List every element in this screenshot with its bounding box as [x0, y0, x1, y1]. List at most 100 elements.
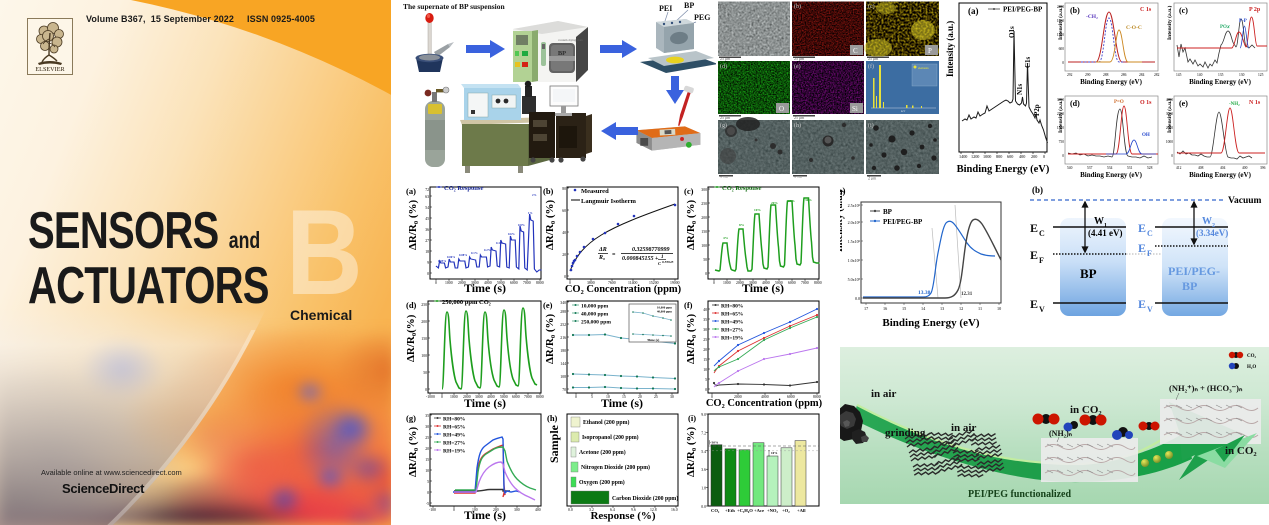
svg-text:100: 100	[421, 354, 427, 358]
svg-text:=: =	[612, 252, 616, 258]
svg-text:528: 528	[1147, 166, 1153, 170]
svg-text:1200: 1200	[1057, 33, 1064, 37]
svg-text:Time (s): Time (s)	[742, 281, 784, 295]
svg-text:0.55945: 0.55945	[662, 260, 674, 264]
svg-text:E: E	[1030, 248, 1038, 262]
svg-text:+All: +All	[797, 508, 806, 513]
svg-text:250: 250	[701, 202, 707, 206]
svg-text:16.0: 16.0	[671, 508, 678, 512]
svg-text:Time (s): Time (s)	[647, 338, 660, 342]
svg-text:1.8: 1.8	[701, 487, 706, 491]
svg-text:OH: OH	[1142, 133, 1150, 138]
svg-text:RH=80%: RH=80%	[443, 417, 465, 423]
svg-text:2.0x10⁶: 2.0x10⁶	[848, 220, 861, 225]
svg-text:12.31: 12.31	[961, 292, 973, 297]
svg-text:4000: 4000	[484, 281, 492, 285]
svg-text:3000: 3000	[1057, 98, 1064, 102]
svg-text:3000: 3000	[1166, 112, 1173, 116]
svg-text:ΔR/R₀ (%): ΔR/R₀ (%)	[544, 199, 556, 250]
svg-text:11: 11	[978, 306, 982, 311]
svg-text:200: 200	[1031, 154, 1037, 159]
svg-text:1: 1	[661, 255, 664, 260]
svg-text:15: 15	[425, 458, 429, 462]
svg-text:(i): (i)	[688, 413, 696, 423]
svg-text:100: 100	[472, 508, 478, 512]
svg-text:Measured: Measured	[581, 188, 609, 195]
svg-text:63: 63	[425, 195, 429, 199]
svg-text:-1000: -1000	[426, 395, 435, 399]
svg-text:534: 534	[1107, 166, 1113, 170]
svg-text:Nitrogen Dioxide (200 ppm): Nitrogen Dioxide (200 ppm)	[581, 464, 650, 471]
svg-text:PO𝑥: PO𝑥	[1220, 25, 1231, 30]
svg-text:5000: 5000	[497, 281, 505, 285]
svg-text:2 μm: 2 μm	[868, 176, 877, 181]
svg-text:750: 750	[1059, 140, 1065, 144]
svg-text:1 μm: 1 μm	[794, 176, 803, 181]
svg-text:RH=27%: RH=27%	[721, 328, 743, 334]
svg-text:4000: 4000	[1166, 98, 1173, 102]
svg-text:200: 200	[493, 508, 499, 512]
svg-text:C: C	[1039, 229, 1045, 238]
svg-text:50: 50	[703, 258, 707, 262]
svg-text:2.5x10⁶: 2.5x10⁶	[848, 203, 861, 208]
svg-text:145: 145	[1176, 73, 1182, 77]
svg-text:20: 20	[425, 447, 429, 451]
svg-text:(a): (a)	[835, 186, 846, 196]
svg-text:25 μm: 25 μm	[794, 115, 805, 120]
svg-text:10: 10	[997, 306, 1001, 311]
svg-text:CO₂ Response: CO₂ Response	[722, 185, 761, 192]
svg-text:72: 72	[425, 188, 429, 192]
svg-text:35: 35	[703, 318, 707, 322]
svg-text:P 2p: P 2p	[1249, 7, 1261, 13]
svg-text:elements: elements	[918, 66, 929, 70]
svg-text:Isopropanol (200 ppm): Isopropanol (200 ppm)	[582, 434, 639, 441]
svg-text:P2p: P2p	[1033, 104, 1041, 116]
svg-text:1000: 1000	[1166, 140, 1173, 144]
svg-text:O: O	[779, 105, 784, 113]
svg-text:1.5x10⁶: 1.5x10⁶	[848, 239, 861, 244]
svg-text:36: 36	[425, 228, 429, 232]
svg-text:0: 0	[441, 395, 443, 399]
svg-text:3000: 3000	[471, 281, 479, 285]
svg-text:E: E	[1030, 297, 1038, 311]
svg-text:6.4: 6.4	[610, 508, 615, 512]
svg-text:(h): (h)	[547, 413, 558, 423]
svg-text:Oxygen (200 ppm): Oxygen (200 ppm)	[579, 479, 625, 486]
svg-text:Binding Energy (eV): Binding Energy (eV)	[1189, 78, 1252, 86]
svg-text:0: 0	[453, 508, 455, 512]
svg-text:(b): (b)	[794, 3, 801, 10]
svg-text:RH=49%: RH=49%	[721, 320, 743, 326]
svg-text:0.4%: 0.4%	[496, 241, 503, 245]
svg-text:in CO₂: in CO₂	[1070, 404, 1102, 416]
svg-text:400: 400	[535, 508, 541, 512]
svg-text:(c): (c)	[684, 186, 694, 196]
svg-text:3000: 3000	[475, 395, 483, 399]
svg-text:286: 286	[1121, 73, 1127, 77]
svg-text:ΔR/R₀ (%): ΔR/R₀ (%)	[407, 199, 419, 250]
svg-text:ELSEVIER: ELSEVIER	[35, 66, 65, 73]
svg-text:Time (s): Time (s)	[464, 508, 506, 522]
svg-text:300: 300	[701, 188, 707, 192]
svg-text:1000: 1000	[723, 281, 731, 285]
svg-text:0.0: 0.0	[568, 508, 573, 512]
svg-text:3800: 3800	[587, 281, 595, 285]
svg-text:Intensity (a.u.): Intensity (a.u.)	[1057, 5, 1064, 40]
svg-text:F: F	[1147, 249, 1152, 258]
svg-text:0.6%: 0.6%	[508, 232, 515, 236]
svg-text:80: 80	[562, 187, 566, 191]
svg-text:800: 800	[996, 154, 1002, 159]
svg-text:11400: 11400	[628, 281, 637, 285]
svg-text:45: 45	[425, 217, 429, 221]
svg-text:3.2: 3.2	[589, 508, 594, 512]
svg-text:300: 300	[514, 508, 520, 512]
svg-text:25 μm: 25 μm	[868, 56, 879, 61]
svg-text:0: 0	[1062, 61, 1064, 65]
svg-text:10: 10	[425, 469, 429, 473]
svg-text:7600: 7600	[608, 281, 616, 285]
svg-text:35: 35	[425, 414, 429, 418]
svg-text:Time (s): Time (s)	[464, 396, 506, 410]
svg-text:0: 0	[435, 281, 437, 285]
svg-text:(4.41 eV): (4.41 eV)	[1088, 228, 1123, 238]
svg-text:2%: 2%	[532, 193, 537, 197]
svg-text:Carbon Dioxide (200 ppm): Carbon Dioxide (200 ppm)	[612, 495, 678, 502]
